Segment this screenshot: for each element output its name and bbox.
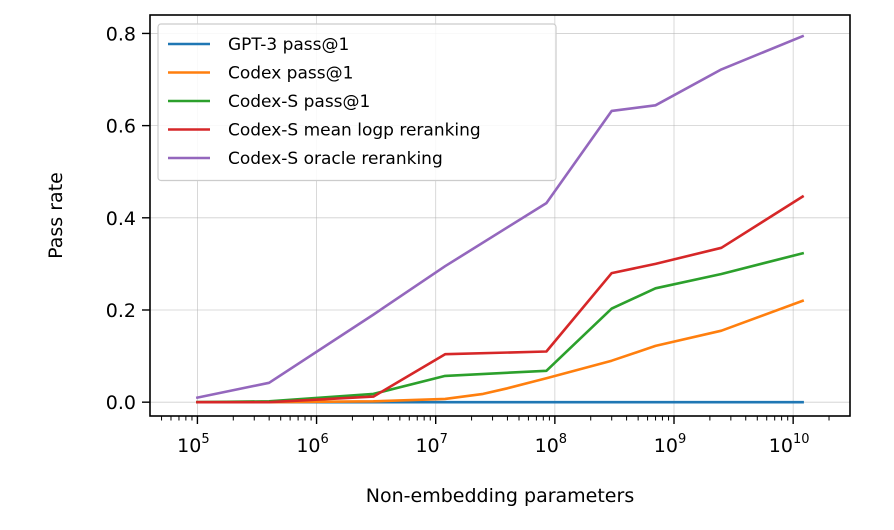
series-line xyxy=(196,194,805,404)
x-axis-title: Non-embedding parameters xyxy=(366,485,634,507)
legend: GPT-3 pass@1 Codex pass@1 Codex-S pass@1 Co… xyxy=(157,23,557,182)
y-tick-label: 0.4 xyxy=(106,208,136,230)
x-tick-label: 108 xyxy=(535,432,567,457)
x-tick-exponent: 7 xyxy=(440,432,448,447)
x-tick-label: 107 xyxy=(415,432,447,457)
series-line xyxy=(196,251,805,404)
y-tick-label: 0.2 xyxy=(106,300,136,322)
x-tick-base: 10 xyxy=(535,435,559,457)
y-axis-title: Pass rate xyxy=(45,172,67,259)
legend-label: Codex-S oracle reranking xyxy=(228,149,443,169)
x-tick-base: 10 xyxy=(654,435,678,457)
x-tick-base: 10 xyxy=(177,435,201,457)
series-layer xyxy=(195,34,805,404)
y-tick-label: 0.8 xyxy=(106,23,136,45)
series-line xyxy=(195,34,805,400)
x-tick-base: 10 xyxy=(415,435,439,457)
legend-label: Codex-S mean logp reranking xyxy=(228,121,481,141)
legend-items: GPT-3 pass@1 Codex pass@1 Codex-S pass@1 Co… xyxy=(168,35,481,169)
x-tick-exponent: 9 xyxy=(678,432,686,447)
x-tick-label: 1010 xyxy=(769,432,810,457)
legend-box xyxy=(157,23,557,182)
legend-label: GPT-3 pass@1 xyxy=(228,35,349,55)
y-tick-label: 0.6 xyxy=(106,116,136,138)
x-tick-label: 105 xyxy=(177,432,209,457)
y-tick-label: 0.0 xyxy=(106,392,136,414)
legend-label: Codex-S pass@1 xyxy=(228,92,370,112)
x-tick-label: 109 xyxy=(654,432,686,457)
series-line xyxy=(196,299,805,404)
legend-label: Codex pass@1 xyxy=(228,64,353,84)
x-tick-exponent: 6 xyxy=(321,432,329,447)
x-tick-label: 106 xyxy=(296,432,328,457)
x-tick-exponent: 8 xyxy=(559,432,567,447)
x-tick-base: 10 xyxy=(296,435,320,457)
x-tick-base: 10 xyxy=(769,435,793,457)
plot-frame xyxy=(149,14,851,417)
x-tick-exponent: 10 xyxy=(793,432,810,447)
x-tick-exponent: 5 xyxy=(201,432,209,447)
